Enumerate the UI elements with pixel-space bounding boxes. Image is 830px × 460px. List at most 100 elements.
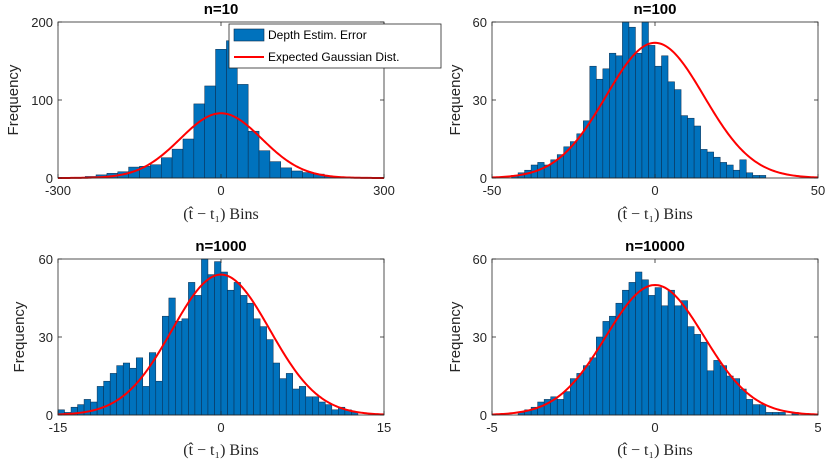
- histogram-bar: [162, 315, 170, 416]
- histogram-bar: [719, 365, 727, 416]
- histogram-bar: [103, 380, 111, 416]
- histogram-bar: [269, 161, 282, 179]
- histogram-bar: [253, 318, 261, 416]
- histogram-bar: [700, 149, 708, 179]
- histogram-bar: [292, 388, 300, 416]
- histogram-bar: [312, 396, 320, 416]
- x-tick-label: 0: [217, 183, 224, 198]
- gaussian-curve: [491, 41, 819, 179]
- y-tick-label: 60: [39, 252, 53, 267]
- histogram-bar: [272, 362, 280, 416]
- x-ticks: -5 0 5: [486, 259, 822, 435]
- histogram-bar: [661, 305, 669, 416]
- histogram-bar: [182, 138, 195, 179]
- histogram-bar: [609, 52, 617, 179]
- histogram-bar: [116, 365, 124, 416]
- histogram-bar: [556, 399, 564, 416]
- legend-box: [228, 23, 442, 69]
- histogram-bar: [628, 26, 636, 179]
- histogram-bar: [759, 404, 767, 416]
- histogram-bar: [280, 167, 292, 179]
- histogram-bar: [739, 159, 747, 179]
- histogram-bar: [150, 164, 162, 179]
- y-tick-label: 60: [473, 252, 487, 267]
- gaussian-curve: [57, 273, 385, 416]
- histogram-bar: [214, 261, 222, 416]
- x-ticks: -300 0 300: [45, 22, 395, 198]
- y-tick-label: 100: [31, 93, 53, 108]
- x-tick-label: 5: [814, 420, 821, 435]
- histogram-bar: [680, 300, 688, 416]
- y-ticks: 0 30 60: [39, 252, 384, 423]
- y-tick-label: 30: [473, 330, 487, 345]
- histogram-bar: [129, 367, 137, 416]
- histogram-bar: [674, 305, 682, 416]
- histogram-bar: [687, 326, 695, 416]
- histogram-bar: [305, 396, 313, 416]
- y-axis-label: Frequency: [447, 64, 464, 135]
- bars: [57, 258, 359, 416]
- histogram-bar: [227, 289, 235, 416]
- x-axis-label: (t̂ − t₁) Bins: [183, 441, 259, 459]
- y-tick-label: 0: [46, 408, 53, 423]
- histogram-bar: [746, 172, 754, 179]
- y-axis-label: Frequency: [447, 301, 464, 372]
- gaussian-curve: [491, 283, 819, 416]
- histogram-bar: [160, 157, 173, 179]
- histogram-bar: [90, 401, 98, 416]
- histogram-bar: [583, 365, 591, 416]
- histogram-bar: [233, 282, 241, 416]
- legend-entry-histogram: Depth Estim. Error: [268, 28, 367, 42]
- histogram-bar: [258, 150, 271, 179]
- histogram-bar: [279, 378, 287, 416]
- histogram-bar: [171, 148, 184, 179]
- histogram-bar: [641, 279, 649, 416]
- histogram-bar: [298, 386, 307, 416]
- histogram-bar: [237, 84, 249, 179]
- histogram-bar: [291, 170, 303, 179]
- histogram-bar: [654, 65, 662, 179]
- histogram-bar: [122, 362, 130, 416]
- x-tick-label: 0: [651, 420, 658, 435]
- histogram-bar: [687, 117, 695, 179]
- histogram-bar: [661, 55, 669, 179]
- gaussian-curve: [57, 112, 385, 179]
- histogram-bar: [674, 89, 682, 179]
- legend: Depth Estim. Error Expected Gaussian Dis…: [228, 23, 442, 69]
- y-axis-label: Frequency: [11, 301, 28, 372]
- y-ticks: 0 30 60: [473, 252, 818, 423]
- histogram-bar: [155, 380, 163, 416]
- histogram-bar: [680, 115, 688, 179]
- histogram-bar: [739, 388, 747, 416]
- y-tick-label: 30: [39, 330, 53, 345]
- panel-title: n=1000: [195, 238, 246, 255]
- legend-swatch-bar: [233, 28, 265, 42]
- x-tick-label: 0: [217, 420, 224, 435]
- histogram-bar: [168, 297, 176, 416]
- histogram-bar: [331, 409, 339, 416]
- y-tick-label: 200: [31, 15, 53, 30]
- histogram-bar: [96, 386, 104, 416]
- x-tick-label: 50: [811, 183, 825, 198]
- histogram-bar: [142, 386, 150, 416]
- histogram-bar: [204, 85, 216, 179]
- histogram-bar: [719, 162, 727, 179]
- histogram-bar: [693, 334, 701, 416]
- histogram-bar: [635, 52, 643, 179]
- bars: [511, 21, 767, 179]
- x-axis-label: (t̂ − t₁) Bins: [617, 205, 693, 223]
- x-ticks: -50 0 50: [483, 22, 825, 198]
- histogram-bar: [246, 302, 254, 416]
- histogram-bar: [693, 125, 701, 179]
- histogram-bar: [537, 401, 545, 416]
- x-tick-label: -15: [49, 420, 68, 435]
- histogram-bar: [622, 21, 630, 179]
- panel-title: n=10000: [625, 238, 685, 255]
- histogram-bar: [285, 373, 293, 416]
- x-tick-label: 0: [651, 183, 658, 198]
- x-tick-label: 300: [373, 183, 395, 198]
- histogram-bar: [240, 295, 248, 416]
